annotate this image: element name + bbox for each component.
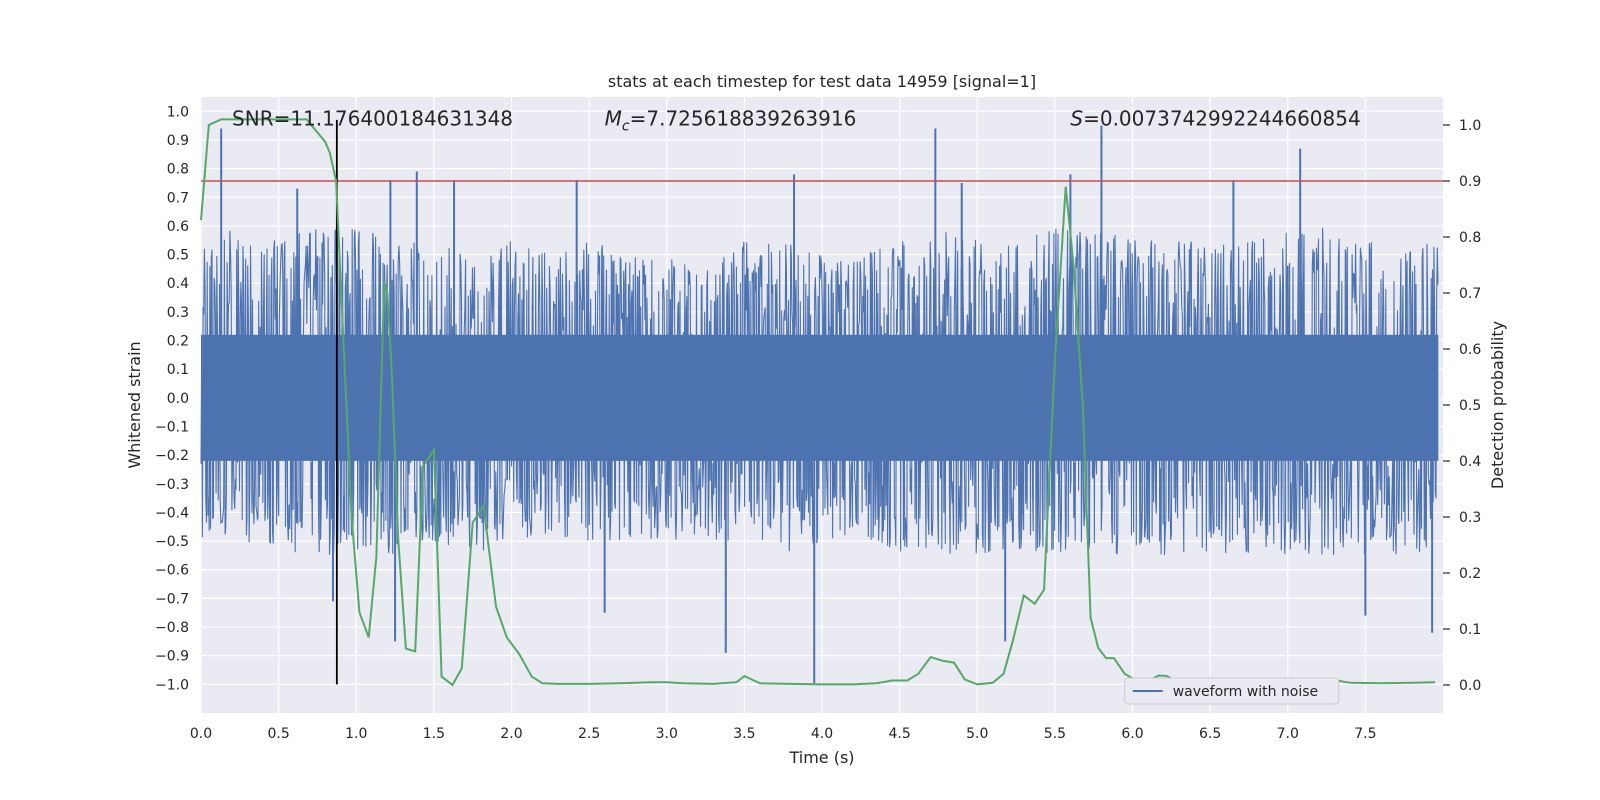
x-tick-label-5: 2.5 (578, 726, 600, 742)
y-tick-label-11: −0.1 (155, 419, 189, 435)
y-tick-label-2: 0.8 (167, 162, 189, 178)
y-tick-label-8: 0.2 (167, 334, 189, 350)
waveform-core (201, 334, 1439, 461)
y-right-tick-label-3: 0.7 (1459, 286, 1481, 302)
waveform-line (200, 227, 1439, 556)
y-right-tick-label-10: 0.0 (1459, 678, 1481, 694)
y-tick-label-20: −1.0 (155, 677, 189, 693)
y-tick-label-9: 0.1 (167, 362, 189, 378)
y-right-tick-label-0: 1.0 (1459, 118, 1481, 134)
x-tick-label-4: 2.0 (500, 726, 522, 742)
s-value: =0.0073742992244660854 (1083, 106, 1361, 130)
y-tick-label-18: −0.8 (155, 620, 189, 636)
y-tick-label-19: −0.9 (155, 649, 189, 665)
y-tick-label-7: 0.3 (167, 305, 189, 321)
chirp-mass-annotation: Mc=7.725618839263916 (605, 106, 857, 134)
x-tick-label-12: 6.0 (1121, 726, 1143, 742)
x-tick-label-14: 7.0 (1277, 726, 1299, 742)
x-tick-label-9: 4.5 (888, 726, 910, 742)
y-right-tick-label-9: 0.1 (1459, 622, 1481, 638)
x-axis-label: Time (s) (788, 748, 854, 767)
y-tick-label-1: 0.9 (167, 133, 189, 149)
y-tick-label-17: −0.7 (155, 591, 189, 607)
y-tick-label-4: 0.6 (167, 219, 189, 235)
y-right-tick-label-2: 0.8 (1459, 230, 1481, 246)
tick-labels: 0.0 0.5 1.0 1.5 2.0 2.5 3.0 3.5 4.0 4.5 5.0 5.5 6.0 6… (155, 104, 1481, 742)
x-tick-label-8: 4.0 (811, 726, 833, 742)
y-axis-right-label: Detection probability (1488, 321, 1507, 489)
x-tick-label-1: 0.5 (267, 726, 289, 742)
legend: waveform with noise (1124, 677, 1340, 705)
y-right-tick-label-4: 0.6 (1459, 342, 1481, 358)
x-tick-label-15: 7.5 (1354, 726, 1376, 742)
x-tick-label-10: 5.0 (966, 726, 988, 742)
legend-label: waveform with noise (1173, 684, 1318, 700)
y-right-tick-label-5: 0.5 (1459, 398, 1481, 414)
x-tick-label-6: 3.0 (656, 726, 678, 742)
chirp-mass-symbol: M (605, 106, 622, 130)
y-right-tick-label-1: 0.9 (1459, 174, 1481, 190)
y-tick-label-0: 1.0 (167, 104, 189, 120)
s-symbol: S (1070, 106, 1083, 130)
x-tick-label-13: 6.5 (1199, 726, 1221, 742)
x-tick-label-7: 3.5 (733, 726, 755, 742)
waveform-series (200, 125, 1439, 685)
y-tick-label-12: −0.2 (155, 448, 189, 464)
y-tick-label-15: −0.5 (155, 534, 189, 550)
y-tick-label-10: 0.0 (167, 391, 189, 407)
y-axis-label: Whitened strain (125, 341, 144, 468)
x-tick-label-3: 1.5 (423, 726, 445, 742)
chart-title: stats at each timestep for test data 149… (608, 72, 1036, 91)
x-tick-label-0: 0.0 (190, 726, 212, 742)
y-tick-label-3: 0.7 (167, 190, 189, 206)
y-tick-label-13: −0.3 (155, 477, 189, 493)
y-right-tick-label-8: 0.2 (1459, 566, 1481, 582)
y-tick-label-16: −0.6 (155, 563, 189, 579)
chirp-mass-subscript: c (622, 118, 630, 134)
x-tick-label-2: 1.0 (345, 726, 367, 742)
y-tick-label-5: 0.5 (167, 248, 189, 264)
y-tick-label-14: −0.4 (155, 505, 189, 521)
s-annotation: S=0.0073742992244660854 (1070, 106, 1360, 130)
y-right-tick-label-6: 0.4 (1459, 454, 1481, 470)
snr-annotation: SNR=11.176400184631348 (232, 106, 513, 130)
y-right-tick-label-7: 0.3 (1459, 510, 1481, 526)
legend-box (1124, 677, 1340, 705)
chirp-mass-value: =7.725618839263916 (630, 106, 857, 130)
x-tick-label-11: 5.5 (1044, 726, 1066, 742)
y-tick-label-6: 0.4 (167, 276, 189, 292)
